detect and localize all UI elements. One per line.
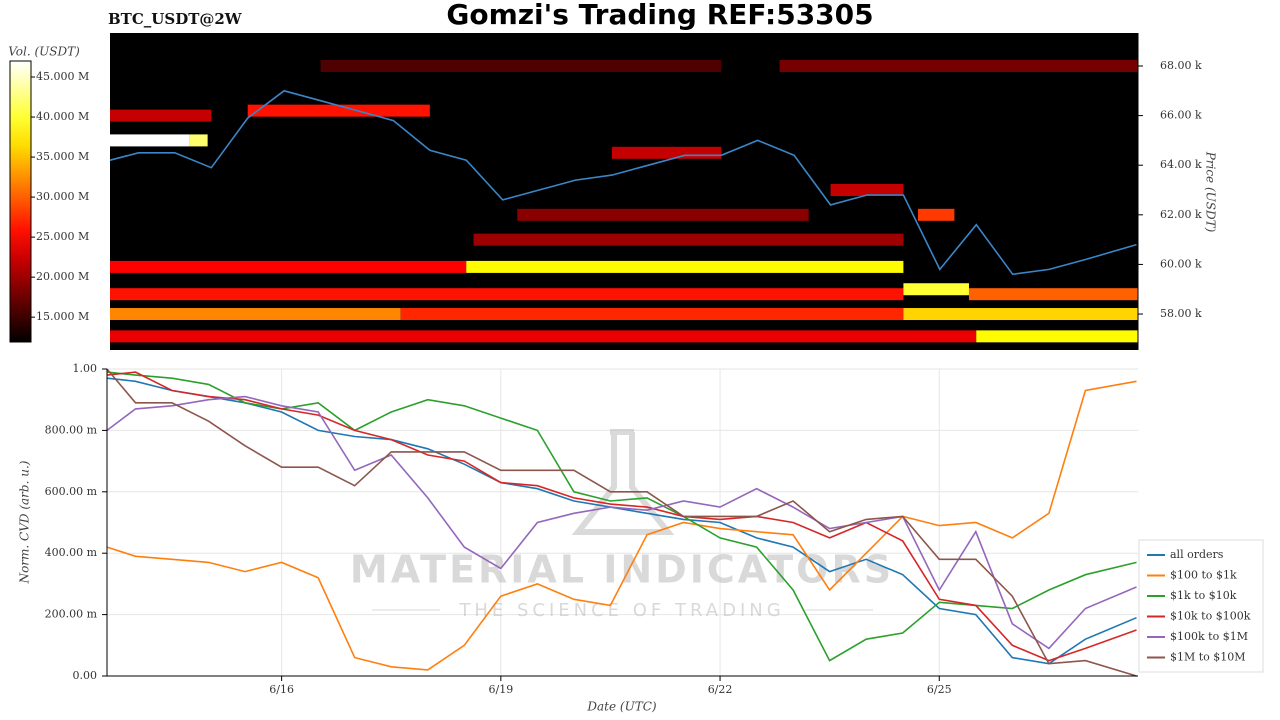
x-tick-label: 6/25 <box>927 683 952 696</box>
y-tick-label: 600.00 m <box>45 485 98 498</box>
watermark: MATERIAL INDICATORS THE SCIENCE OF TRADI… <box>350 429 894 621</box>
colorbar-tick-label: 35.000 M <box>36 150 89 163</box>
y-tick-label: 800.00 m <box>45 423 98 436</box>
watermark-title: MATERIAL INDICATORS <box>350 548 894 592</box>
heatmap-cell <box>917 208 955 221</box>
heatmap-cell <box>110 134 190 147</box>
y-tick-label: 1.00 <box>73 362 98 375</box>
heatmap-cell <box>903 308 1138 321</box>
series-line <box>106 371 1137 662</box>
colorbar-tick-label: 20.000 M <box>36 270 89 283</box>
colorbar-tick-label: 25.000 M <box>36 230 89 243</box>
y-tick-label: 58.00 k <box>1160 307 1202 320</box>
heatmap-cell <box>903 283 969 296</box>
y-tick-label: 60.00 k <box>1160 257 1202 270</box>
heatmap-cell <box>110 260 467 273</box>
heatmap-cell <box>400 308 904 321</box>
heatmap-cell <box>976 330 1138 343</box>
x-axis-label: Date (UTC) <box>586 700 656 714</box>
series-line <box>106 395 1137 650</box>
colorbar-tick-label: 15.000 M <box>36 310 89 323</box>
heatmap-cell <box>110 109 212 122</box>
y-tick-label: 66.00 k <box>1160 109 1202 122</box>
legend-label: all orders <box>1170 548 1224 561</box>
heatmap-cell <box>830 184 904 197</box>
series-line <box>109 89 1137 276</box>
heatmap-cell <box>247 104 430 117</box>
legend-label: $10k to $100k <box>1170 610 1251 623</box>
colorbar <box>9 60 32 343</box>
page-title: Gomzi's Trading REF:53305 <box>446 0 873 31</box>
heatmap-cell <box>473 233 904 246</box>
heatmap-cell <box>320 59 722 72</box>
heatmap-cell <box>517 208 809 221</box>
legend-label: $1M to $10M <box>1170 651 1246 664</box>
heatmap-cell <box>611 146 722 159</box>
y-axis-label: Norm. CVD (arb. u.) <box>18 460 32 584</box>
x-tick-label: 6/16 <box>269 683 294 696</box>
series-line <box>106 368 1137 677</box>
y-tick-label: 200.00 m <box>45 608 98 621</box>
watermark-icon <box>571 429 675 535</box>
plot-background <box>110 33 1138 350</box>
colorbar-tick-label: 30.000 M <box>36 190 89 203</box>
heatmap-cell <box>779 59 1138 72</box>
colorbar-tick-label: 45.000 M <box>36 70 89 83</box>
legend-label: $100 to $1k <box>1170 569 1237 582</box>
colorbar-label: Vol. (USDT) <box>8 45 80 59</box>
watermark-subtitle: THE SCIENCE OF TRADING <box>458 600 784 621</box>
y-axis-label: Price (USDT) <box>1204 151 1218 233</box>
chart-title: BTC_USDT@2W <box>108 10 243 28</box>
x-tick-label: 6/19 <box>488 683 513 696</box>
y-tick-label: 400.00 m <box>45 546 98 559</box>
y-tick-label: 68.00 k <box>1160 59 1202 72</box>
heatmap-cell <box>968 288 1138 301</box>
series-line <box>106 380 1137 671</box>
heatmap-cell <box>110 308 401 321</box>
heatmap-cell <box>110 330 977 343</box>
series-line <box>106 371 1137 662</box>
heatmap-cell <box>110 288 904 301</box>
legend <box>1138 539 1264 673</box>
y-tick-label: 64.00 k <box>1160 158 1202 171</box>
y-tick-label: 62.00 k <box>1160 208 1202 221</box>
heatmap-cell <box>189 134 208 147</box>
colorbar-tick-label: 40.000 M <box>36 110 89 123</box>
x-tick-label: 6/22 <box>708 683 733 696</box>
heatmap-cell <box>466 260 904 273</box>
legend-label: $1k to $10k <box>1170 589 1237 602</box>
legend-label: $100k to $1M <box>1170 630 1248 643</box>
y-tick-label: 0.00 <box>73 669 98 682</box>
